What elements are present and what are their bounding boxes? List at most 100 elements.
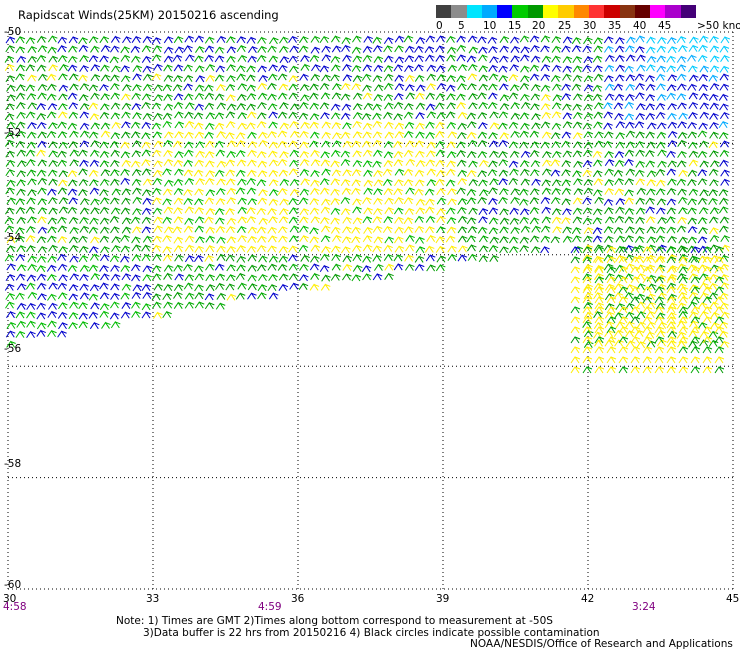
wind-barb [278, 283, 289, 291]
wind-barb [606, 336, 617, 344]
wind-barb [414, 255, 425, 263]
wind-barb [26, 330, 36, 339]
wind-barb [676, 178, 687, 186]
colorbar-swatch [527, 5, 544, 18]
wind-barb [646, 36, 656, 44]
wind-barb [435, 245, 446, 253]
wind-barb [678, 256, 689, 264]
colorbar-swatch [558, 5, 575, 18]
wind-barb [393, 263, 404, 271]
wind-barb [299, 141, 309, 149]
wind-barb [214, 112, 225, 120]
wind-barb [184, 131, 194, 139]
wind-barb [488, 160, 498, 168]
wind-barb [68, 283, 79, 292]
wind-barb [654, 336, 665, 344]
wind-barb [352, 92, 363, 100]
wind-barb [246, 84, 256, 92]
wind-barb [688, 159, 699, 167]
wind-barb [404, 45, 415, 53]
wind-barb [625, 54, 636, 62]
wind-barb [582, 276, 593, 284]
wind-barb [594, 346, 605, 354]
wind-barb [131, 263, 141, 272]
wind-barb [47, 46, 58, 54]
wind-barb [110, 102, 121, 110]
wind-barb [624, 216, 635, 224]
wind-barb [26, 92, 37, 101]
wind-barb [606, 266, 617, 274]
wind-barb [655, 102, 666, 110]
wind-barb [499, 55, 509, 63]
wind-barb [630, 276, 641, 284]
wind-barb [384, 197, 394, 205]
wind-barb [141, 149, 152, 157]
wind-barb [403, 216, 414, 225]
wind-barb [666, 340, 677, 348]
wind-barb [425, 54, 435, 62]
wind-barb [446, 93, 456, 101]
wind-barb [309, 140, 319, 148]
wind-barb [383, 159, 394, 167]
wind-barb [479, 159, 489, 167]
wind-barb [403, 168, 414, 176]
wind-barb [541, 179, 552, 187]
wind-barb [678, 253, 688, 261]
wind-barb [572, 197, 583, 205]
wind-barb [583, 75, 594, 83]
wind-barb [153, 160, 163, 168]
wind-barb [78, 44, 89, 52]
wind-barb [624, 113, 635, 121]
wind-barb [531, 178, 541, 186]
wind-barb [403, 35, 414, 43]
wind-barb [636, 102, 646, 111]
wind-barb [90, 139, 100, 148]
wind-barb [361, 73, 372, 81]
wind-barb [606, 356, 617, 364]
wind-barb [478, 179, 488, 187]
wind-barb [657, 244, 667, 252]
wind-barb [561, 179, 572, 187]
wind-barb [131, 236, 141, 244]
wind-barb [678, 169, 688, 177]
wind-barb [173, 216, 184, 224]
wind-barb [373, 207, 383, 215]
wind-barb [205, 169, 215, 178]
wind-barb [709, 121, 719, 129]
wind-barb [709, 179, 719, 187]
wind-barb [656, 198, 667, 206]
wind-barb [111, 65, 121, 73]
wind-barb [394, 82, 405, 91]
wind-barb [183, 74, 194, 82]
wind-barb [289, 149, 300, 157]
wind-barb [110, 273, 121, 281]
wind-barb [214, 46, 225, 54]
wind-barb [630, 356, 641, 364]
wind-barb [582, 217, 593, 225]
wind-barb [235, 169, 246, 177]
wind-barb [635, 160, 646, 168]
wind-barb [319, 264, 330, 273]
wind-barb [606, 246, 617, 254]
wind-barb [520, 101, 531, 109]
wind-barb [719, 45, 730, 53]
wind-barb [235, 131, 246, 140]
wind-barb [630, 346, 641, 354]
wind-barb [540, 225, 551, 233]
wind-barb [142, 65, 153, 73]
wind-barb [204, 122, 215, 130]
wind-barb [37, 131, 48, 139]
wind-barb [645, 83, 656, 91]
note-line-1: Note: 1) Times are GMT 2)Times along bot… [116, 615, 553, 627]
wind-barb [425, 35, 436, 43]
wind-barb [708, 168, 719, 176]
wind-barb [498, 150, 508, 158]
wind-barb [436, 197, 447, 205]
wind-barb [163, 272, 173, 280]
wind-barb [384, 236, 394, 244]
wind-barb [606, 296, 617, 304]
wind-barb [657, 122, 667, 130]
wind-barb [162, 216, 172, 224]
wind-barb [666, 168, 677, 176]
wind-barb [519, 141, 529, 149]
